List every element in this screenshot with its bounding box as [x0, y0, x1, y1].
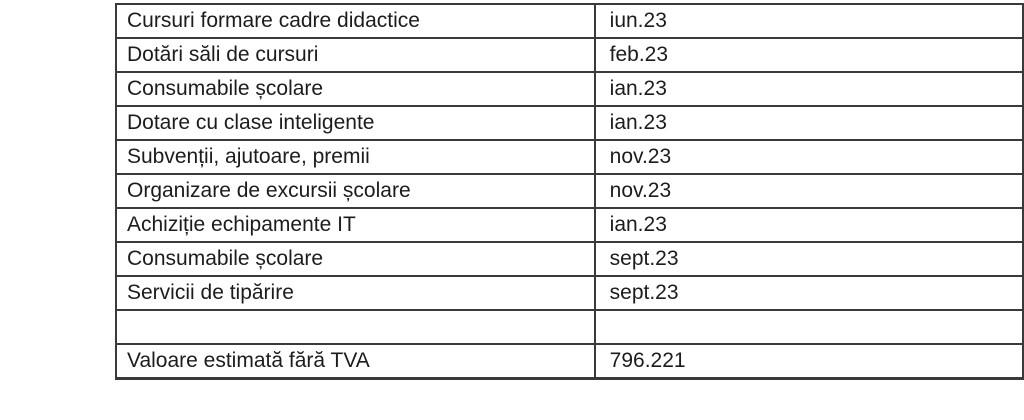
table-row: Organizare de excursii școlare nov.23: [115, 173, 1024, 209]
table-row: Achiziție echipamente IT ian.23: [115, 207, 1024, 243]
item-value-cell: iun.23: [593, 3, 1024, 39]
item-label-cell: Achiziție echipamente IT: [115, 207, 596, 243]
item-value-cell: ian.23: [593, 105, 1024, 141]
item-value-cell: sept.23: [593, 241, 1024, 277]
item-value-cell: 796.221: [593, 343, 1024, 380]
table-row: Consumabile școlare sept.23: [115, 241, 1024, 277]
budget-items-table-body: Cursuri formare cadre didactice iun.23 Dot…: [115, 3, 1024, 380]
item-label-cell: Consumabile școlare: [115, 241, 596, 277]
item-label-cell: [115, 309, 596, 345]
table-row: Dotări săli de cursuri feb.23: [115, 37, 1024, 73]
table-row: Cursuri formare cadre didactice iun.23: [115, 3, 1024, 39]
item-label-cell: Cursuri formare cadre didactice: [115, 3, 596, 39]
item-value-cell: ian.23: [593, 207, 1024, 243]
item-label-cell: Dotări săli de cursuri: [115, 37, 596, 73]
item-value-cell: feb.23: [593, 37, 1024, 73]
budget-items-table: Cursuri formare cadre didactice iun.23 Dot…: [115, 3, 1024, 380]
item-label-cell: Subvenții, ajutoare, premii: [115, 139, 596, 175]
table-row: Dotare cu clase inteligente ian.23: [115, 105, 1024, 141]
item-value-cell: sept.23: [593, 275, 1024, 311]
item-value-cell: nov.23: [593, 139, 1024, 175]
table-row: [115, 309, 1024, 345]
item-label-cell: Consumabile școlare: [115, 71, 596, 107]
item-value-cell: [593, 309, 1024, 345]
item-label-cell: Valoare estimată fără TVA: [115, 343, 596, 380]
item-label-cell: Servicii de tipărire: [115, 275, 596, 311]
item-label-cell: Dotare cu clase inteligente: [115, 105, 596, 141]
table-row: Valoare estimată fără TVA 796.221: [115, 343, 1024, 380]
table-row: Consumabile școlare ian.23: [115, 71, 1024, 107]
item-value-cell: ian.23: [593, 71, 1024, 107]
item-value-cell: nov.23: [593, 173, 1024, 209]
item-label-cell: Organizare de excursii școlare: [115, 173, 596, 209]
table-row: Subvenții, ajutoare, premii nov.23: [115, 139, 1024, 175]
table-row: Servicii de tipărire sept.23: [115, 275, 1024, 311]
